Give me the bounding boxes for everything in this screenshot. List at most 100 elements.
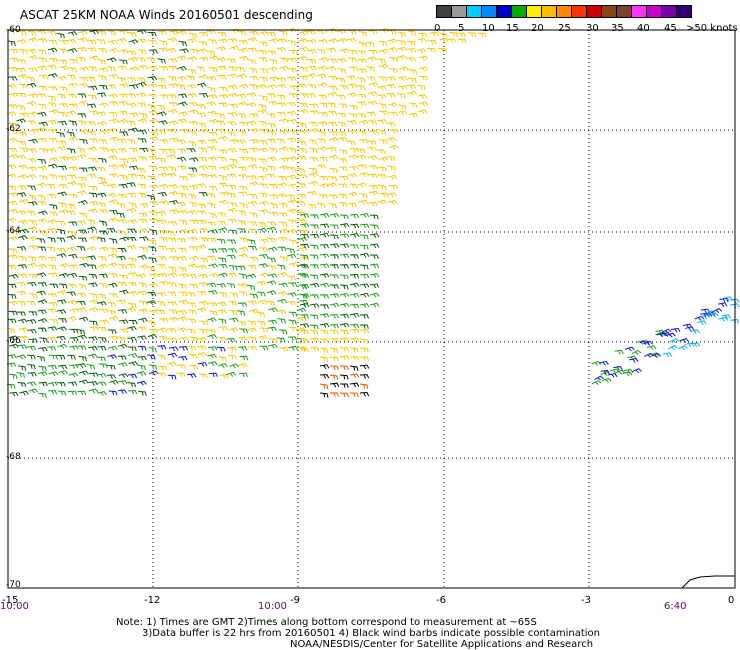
- wind-barb: [277, 176, 287, 181]
- wind-barb: [387, 174, 397, 180]
- wind-barb: [267, 66, 278, 72]
- wind-barb: [339, 392, 349, 398]
- wind-barb: [16, 246, 27, 251]
- wind-barb: [267, 113, 276, 119]
- wind-barb: [39, 148, 49, 153]
- wind-barb: [198, 173, 208, 179]
- wind-barb: [8, 248, 18, 254]
- wind-barb: [218, 182, 228, 188]
- wind-barb: [339, 347, 350, 352]
- wind-barb: [287, 229, 298, 235]
- wind-barb: [328, 38, 339, 44]
- wind-barb: [340, 383, 349, 388]
- wind-barb: [48, 390, 58, 395]
- wind-barb: [77, 345, 87, 350]
- wind-barb: [198, 128, 209, 134]
- wind-barb: [339, 223, 350, 228]
- wind-barb: [168, 184, 178, 189]
- wind-barb: [119, 174, 128, 181]
- wind-barb: [267, 326, 277, 332]
- wind-barb: [269, 58, 278, 65]
- wind-barb: [278, 146, 289, 152]
- wind-barb: [28, 67, 38, 73]
- wind-barb: [168, 65, 178, 71]
- wind-barb: [348, 49, 358, 55]
- wind-barb: [127, 32, 137, 37]
- wind-barb: [359, 193, 368, 199]
- wind-barb: [97, 293, 107, 300]
- wind-barb: [359, 244, 369, 250]
- wind-barb: [299, 338, 309, 344]
- wind-barb: [199, 32, 209, 37]
- wind-barb: [128, 127, 139, 133]
- wind-barb: [256, 84, 267, 90]
- wind-barb: [299, 129, 309, 135]
- wind-barb: [678, 345, 688, 351]
- wind-barb: [358, 139, 368, 144]
- wind-barb: [366, 66, 375, 72]
- wind-barb: [88, 201, 99, 206]
- wind-barb: [6, 83, 17, 89]
- wind-barb: [249, 256, 259, 262]
- wind-barb: [700, 308, 711, 314]
- wind-barb: [631, 349, 642, 355]
- wind-barb: [168, 346, 179, 352]
- wind-barb: [139, 236, 149, 242]
- wind-barb: [267, 130, 277, 136]
- wind-barb: [417, 94, 428, 100]
- wind-barb: [339, 48, 349, 54]
- wind-barb: [156, 129, 166, 135]
- wind-barb: [319, 175, 329, 181]
- wind-barb: [28, 220, 38, 225]
- wind-barb: [7, 122, 17, 128]
- wind-barb: [277, 271, 288, 278]
- wind-barb: [417, 38, 427, 43]
- wind-barb: [359, 329, 370, 334]
- wind-barb: [9, 343, 19, 349]
- wind-barb: [278, 282, 288, 288]
- wind-barb: [247, 300, 258, 306]
- wind-barb: [57, 93, 66, 100]
- wind-barb: [613, 365, 623, 371]
- wind-barb: [228, 309, 238, 315]
- wind-barb: [297, 83, 307, 89]
- wind-barb: [127, 228, 137, 234]
- wind-barb: [178, 346, 189, 351]
- wind-barb: [266, 226, 277, 232]
- wind-barb: [329, 337, 340, 343]
- wind-barb: [168, 316, 179, 322]
- wind-barb: [17, 365, 27, 371]
- wind-barb: [36, 182, 47, 188]
- wind-barb: [68, 194, 78, 199]
- wind-barb: [16, 118, 27, 124]
- wind-barb: [259, 128, 269, 134]
- wind-barbs: [6, 27, 740, 398]
- wind-barb: [227, 272, 237, 278]
- wind-barb: [368, 201, 378, 207]
- wind-barb: [159, 336, 168, 342]
- wind-barb: [238, 83, 249, 89]
- wind-barb: [349, 104, 358, 110]
- wind-barb: [8, 76, 18, 81]
- wind-barb: [37, 246, 47, 252]
- wind-barb: [47, 308, 57, 313]
- wind-barb: [58, 59, 68, 65]
- wind-barb: [228, 363, 239, 369]
- wind-barb: [8, 209, 18, 214]
- wind-barb: [7, 200, 18, 206]
- wind-barb: [206, 221, 216, 227]
- wind-barb: [196, 112, 206, 118]
- wind-barb: [196, 307, 207, 313]
- wind-barb: [268, 183, 278, 189]
- wind-barb: [116, 203, 126, 208]
- wind-barb: [177, 93, 188, 99]
- wind-barb: [118, 110, 128, 116]
- wind-barb: [27, 82, 37, 88]
- wind-barb: [49, 109, 59, 115]
- wind-barb: [218, 38, 228, 44]
- wind-barb: [148, 218, 159, 224]
- wind-barb: [36, 29, 47, 35]
- wind-barb: [187, 93, 197, 98]
- wind-barb: [137, 102, 146, 108]
- wind-barb: [187, 228, 198, 234]
